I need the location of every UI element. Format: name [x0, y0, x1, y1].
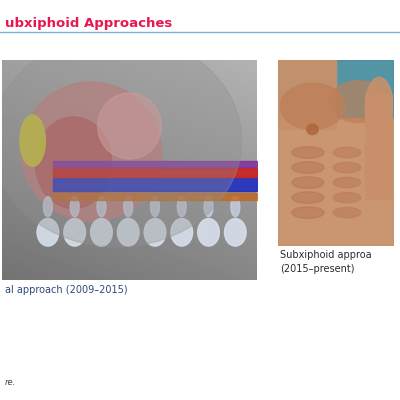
- Ellipse shape: [91, 218, 112, 246]
- Ellipse shape: [292, 162, 324, 173]
- Ellipse shape: [224, 218, 246, 246]
- Text: al approach (2009–2015): al approach (2009–2015): [5, 285, 128, 295]
- Bar: [2, 60, 257, 280]
- Ellipse shape: [171, 218, 193, 246]
- Ellipse shape: [124, 196, 133, 217]
- Ellipse shape: [231, 196, 240, 217]
- Ellipse shape: [117, 218, 139, 246]
- Ellipse shape: [150, 196, 160, 217]
- Ellipse shape: [35, 117, 112, 208]
- Ellipse shape: [20, 115, 45, 166]
- Ellipse shape: [44, 196, 52, 217]
- Ellipse shape: [98, 93, 161, 159]
- Ellipse shape: [330, 81, 387, 122]
- Ellipse shape: [333, 192, 361, 203]
- Ellipse shape: [144, 218, 166, 246]
- Ellipse shape: [37, 218, 59, 246]
- Ellipse shape: [307, 124, 318, 134]
- Text: re.: re.: [5, 378, 16, 387]
- Ellipse shape: [204, 196, 213, 217]
- Ellipse shape: [198, 218, 219, 246]
- Ellipse shape: [292, 192, 324, 203]
- Ellipse shape: [280, 83, 345, 129]
- Ellipse shape: [292, 207, 324, 218]
- Ellipse shape: [177, 196, 186, 217]
- Ellipse shape: [292, 177, 324, 188]
- Ellipse shape: [292, 147, 324, 158]
- Ellipse shape: [0, 34, 242, 247]
- Ellipse shape: [70, 196, 79, 217]
- Ellipse shape: [333, 177, 361, 188]
- Text: ubxiphoid Approaches: ubxiphoid Approaches: [5, 17, 172, 30]
- Ellipse shape: [333, 162, 361, 173]
- Ellipse shape: [21, 82, 161, 221]
- Bar: [366, 95, 393, 199]
- Text: Subxiphoid approa
(2015–present): Subxiphoid approa (2015–present): [280, 250, 372, 274]
- Ellipse shape: [97, 196, 106, 217]
- Ellipse shape: [333, 208, 361, 218]
- Ellipse shape: [333, 147, 361, 158]
- Ellipse shape: [366, 77, 393, 135]
- Ellipse shape: [64, 218, 86, 246]
